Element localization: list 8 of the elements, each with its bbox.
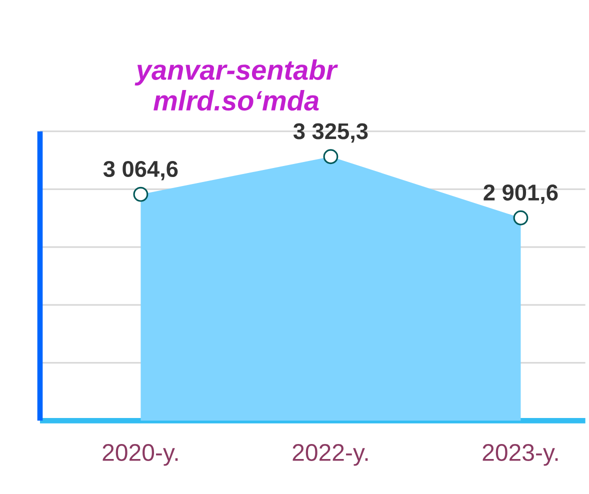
data-label: 2 901,6 [484,184,558,204]
chart-subtitle: mlrd.so‘mda [154,90,319,111]
x-tick-label: 2020-y. [102,444,178,466]
data-label: 3 325,3 [293,123,368,143]
x-tick-label: 2023-y. [482,444,558,466]
x-tick-label: 2022-y. [292,444,368,466]
chart-title: yanvar-sentabr [134,59,338,86]
data-label: 3 064,6 [103,160,178,180]
